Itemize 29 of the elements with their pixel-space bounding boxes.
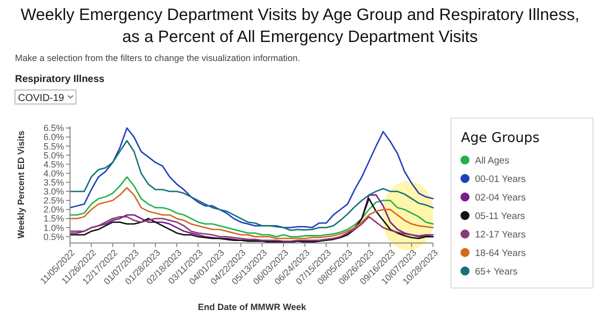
y-tick-label: 2.0% [43,204,64,215]
y-tick-label: 3.0% [43,186,64,197]
y-tick-label: 6.5% [43,123,64,134]
chart-title: Weekly Emergency Department Visits by Age Group and Respiratory Illness, as a Percent of All Emergency Department Visits [20,6,580,46]
legend-label: 65+ Years [475,266,518,278]
y-tick-label: 4.0% [43,168,64,178]
y-tick-label: 5.5% [43,141,64,152]
text: Respiratory Illness [15,74,105,85]
legend-label: All Ages [475,155,510,166]
legend-label: 02-04 Years [475,192,526,204]
line-series [69,176,434,238]
y-tick-label: 2.5% [43,196,64,206]
x-axis-title: End Date of MMWR Week [198,302,308,312]
text: COVID-19 [18,93,65,104]
y-axis-title: Weekly Percent ED Visits [16,130,26,238]
y-tick-label: 4.5% [43,159,64,170]
y-tick-label: 6.0% [43,132,64,142]
legend-label: 12-17 Years [475,229,526,240]
y-tick-label: 1.5% [43,214,64,224]
y-tick-label: 3.5% [43,177,64,188]
y-tick-label: 5.0% [43,150,64,160]
legend-label: 00-01 Years [475,174,526,185]
legend-title: Age Groups [461,130,540,146]
line-series [69,187,434,240]
legend-label: 05-11 Years [475,210,526,222]
chart-subtitle: Make a selection from the filters to change the visualization information. [15,53,300,63]
y-tick-label: 1.0% [43,222,64,233]
y-tick-label: 0.5% [43,232,64,242]
legend-label: 18-64 Years [475,248,526,259]
